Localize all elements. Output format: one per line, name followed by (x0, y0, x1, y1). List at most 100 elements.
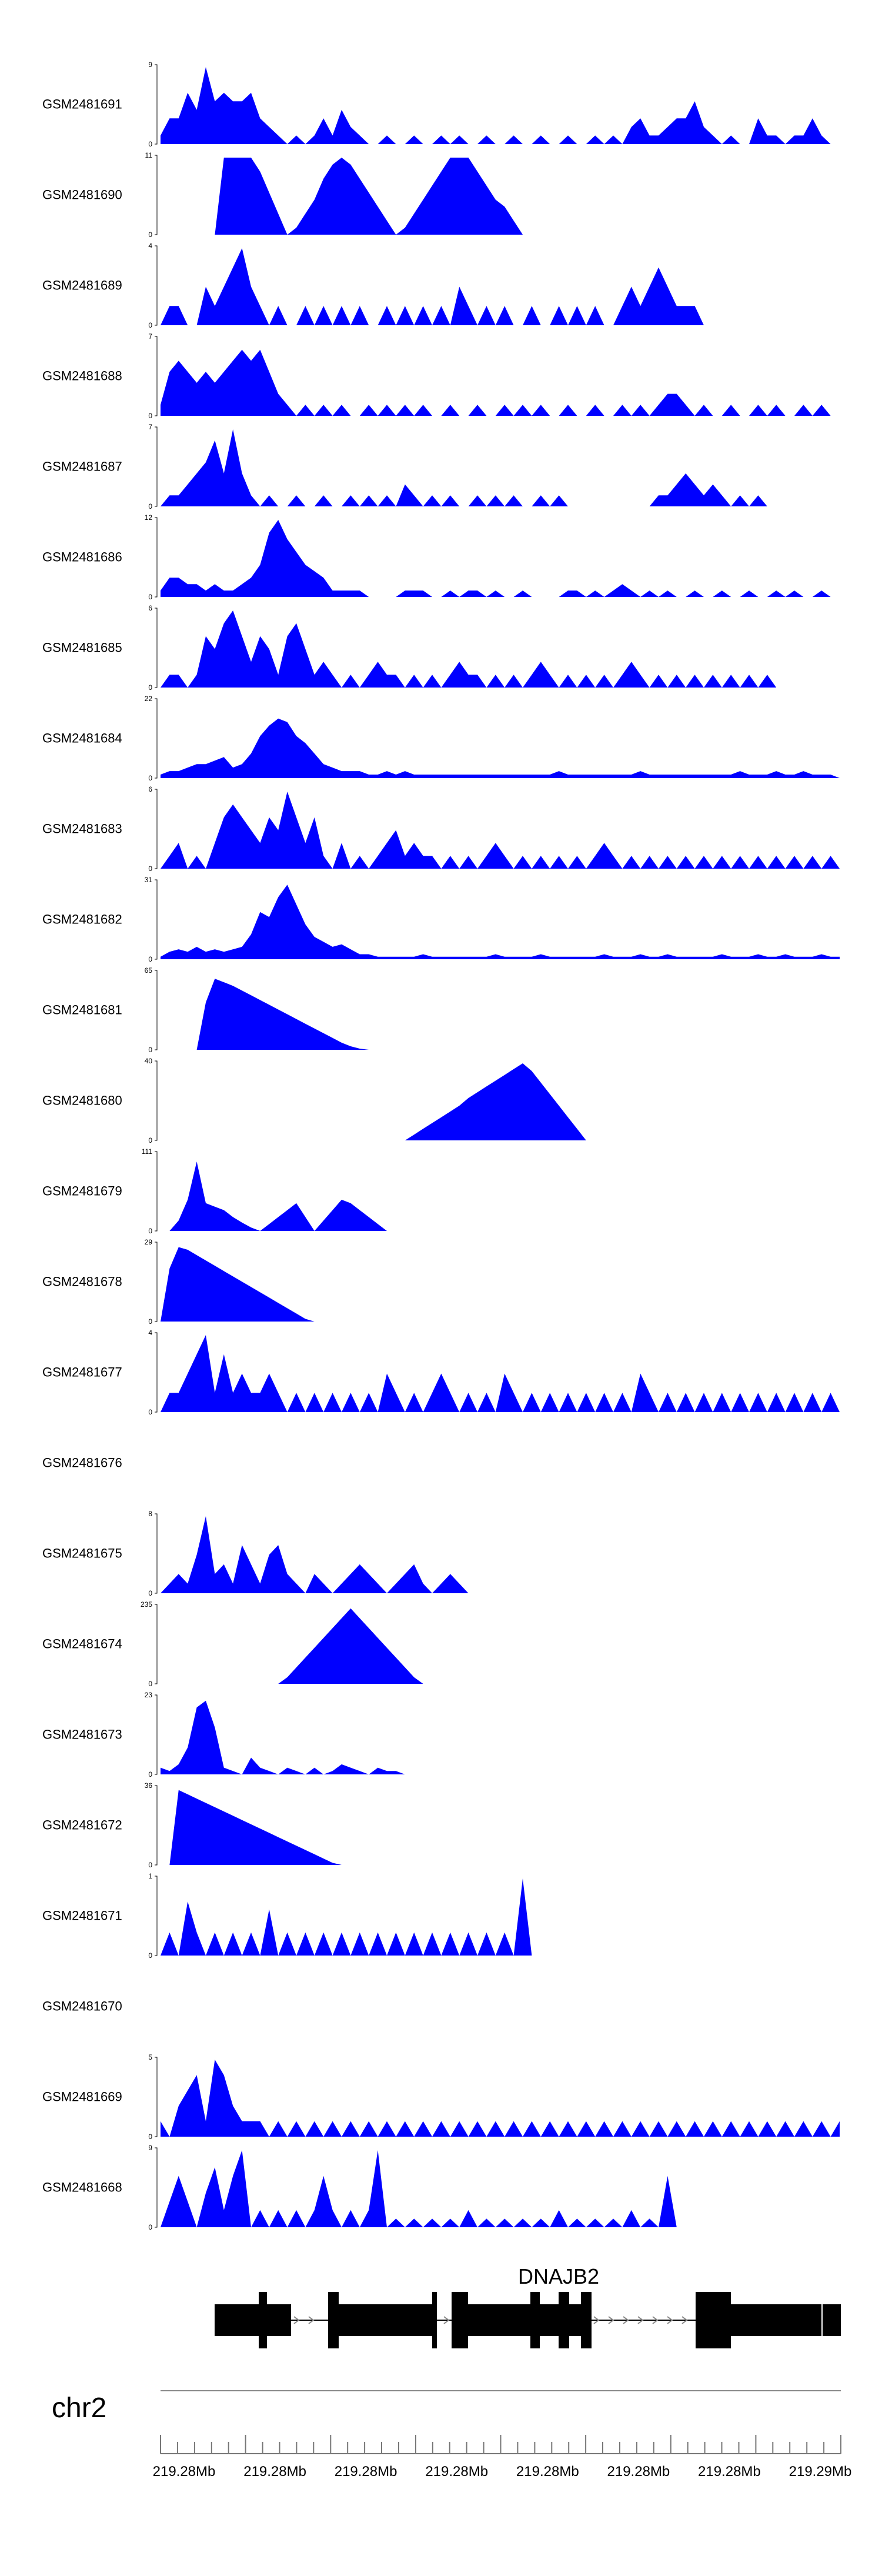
track-label: GSM2481670 (42, 1999, 122, 2014)
strand-arrow (681, 2316, 688, 2324)
x-tick-label: 219.28Mb (607, 2464, 670, 2480)
y-tick-label: 0 (148, 2133, 152, 2141)
strand-arrow (293, 2316, 300, 2324)
y-tick-label: 0 (148, 2223, 152, 2231)
strand-arrow (623, 2316, 629, 2324)
y-axis (155, 1694, 158, 1775)
y-tick-label: 111 (142, 1147, 153, 1156)
y-axis (155, 1242, 158, 1322)
exon-block (530, 2292, 540, 2348)
y-axis (155, 64, 158, 145)
y-tick-label: 40 (145, 1057, 153, 1065)
track-label: GSM2481674 (42, 1637, 122, 1651)
track-label: GSM2481681 (42, 1003, 122, 1017)
coverage-area (161, 885, 840, 959)
x-tick-label: 219.29Mb (789, 2464, 852, 2480)
x-axis: 219.28Mb 219.28Mb 219.28Mb 219.28Mb 219.28Mb… (153, 2435, 852, 2480)
y-axis (155, 245, 158, 326)
y-tick-label: 0 (148, 140, 152, 148)
x-tick-label: 219.28Mb (425, 2464, 488, 2480)
y-tick-label: 9 (148, 2144, 152, 2152)
coverage-area (161, 1063, 840, 1140)
y-axis (155, 608, 158, 688)
y-tick-label: 0 (148, 321, 152, 329)
x-tick-label: 219.28Mb (516, 2464, 579, 2480)
y-tick-label: 5 (148, 2053, 152, 2061)
y-tick-label: 0 (148, 593, 152, 601)
strand-arrow (608, 2316, 614, 2324)
y-tick-label: 6 (148, 785, 152, 793)
y-tick-label: 9 (148, 61, 152, 69)
track-label: GSM2481673 (42, 1727, 122, 1742)
y-tick-label: 8 (148, 1510, 152, 1518)
y-axis (155, 517, 158, 598)
track-label: GSM2481689 (42, 278, 122, 293)
y-tick-label: 12 (145, 513, 153, 522)
y-axis (155, 789, 158, 869)
y-tick-label: 7 (148, 423, 152, 431)
strand-arrow (637, 2316, 644, 2324)
coverage-area (161, 1608, 840, 1684)
y-tick-label: 0 (148, 1951, 152, 1960)
exon-block (215, 2304, 291, 2336)
y-tick-label: 0 (148, 955, 152, 963)
x-tick-label: 219.28Mb (698, 2464, 761, 2480)
coverage-area (161, 248, 840, 325)
exon-block (696, 2292, 731, 2348)
y-tick-label: 0 (148, 774, 152, 782)
coverage-area (161, 2150, 840, 2227)
x-tick-label: 219.28Mb (153, 2464, 216, 2480)
coverage-area (161, 610, 840, 688)
y-axis (155, 1876, 158, 1956)
track-label: GSM2481678 (42, 1274, 122, 1289)
track-label: GSM2481668 (42, 2180, 122, 2195)
y-axis (155, 1785, 158, 1866)
coverage-area (161, 979, 840, 1050)
y-tick-label: 29 (145, 1238, 153, 1246)
y-tick-label: 0 (148, 1046, 152, 1054)
coverage-area (161, 1335, 840, 1412)
y-tick-label: 65 (145, 966, 153, 975)
track-label: GSM2481671 (42, 1908, 122, 1923)
strand-arrow (308, 2316, 315, 2324)
track-label: GSM2481677 (42, 1365, 122, 1380)
x-tick-label: 219.28Mb (243, 2464, 306, 2480)
track-label: GSM2481683 (42, 822, 122, 836)
y-axis (155, 879, 158, 960)
y-tick-label: 0 (148, 1408, 152, 1416)
exon-block (328, 2292, 339, 2348)
y-axis (155, 1604, 158, 1684)
y-tick-label: 31 (145, 876, 153, 884)
y-tick-label: 0 (148, 683, 152, 692)
gene-label: DNAJB2 (518, 2264, 599, 2288)
track-label: GSM2481691 (42, 97, 122, 112)
chromosome-label: chr2 (52, 2393, 106, 2424)
coverage-area (161, 67, 840, 144)
y-tick-label: 4 (148, 242, 152, 250)
track-label: GSM2481682 (42, 912, 122, 927)
strand-arrow (443, 2316, 450, 2324)
y-axis (155, 336, 158, 416)
track-label: GSM2481669 (42, 2090, 122, 2104)
track-label: GSM2481672 (42, 1818, 122, 1833)
y-tick-label: 11 (145, 151, 153, 159)
coverage-area (161, 718, 840, 778)
track-label: GSM2481688 (42, 369, 122, 383)
y-axis (155, 1513, 158, 1594)
coverage-area (161, 520, 840, 597)
y-tick-label: 0 (148, 412, 152, 420)
y-tick-label: 0 (148, 1136, 152, 1144)
coverage-area (161, 1700, 840, 1774)
y-axis (155, 698, 158, 779)
y-tick-label: 0 (148, 865, 152, 873)
gene-model: DNAJB2 (215, 2264, 841, 2348)
exon-block (559, 2292, 569, 2348)
y-axis (155, 155, 158, 235)
y-tick-label: 235 (141, 1600, 152, 1609)
coverage-area (161, 1162, 840, 1231)
y-axis (155, 1151, 158, 1232)
strand-arrow (652, 2316, 659, 2324)
strand-arrow (593, 2316, 600, 2324)
exon-block (731, 2304, 841, 2336)
